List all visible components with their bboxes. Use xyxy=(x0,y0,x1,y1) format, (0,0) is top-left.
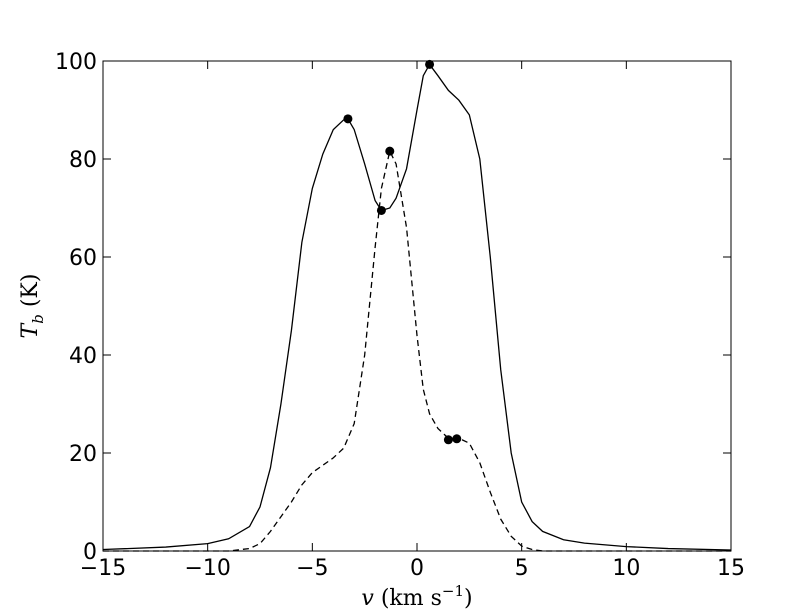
x-tick-label: −15 xyxy=(80,556,126,581)
plot-frame xyxy=(102,60,732,552)
x-tick-label: 10 xyxy=(612,556,640,581)
y-tick-label: 40 xyxy=(69,344,97,369)
peak-marker xyxy=(385,146,395,156)
peak-marker xyxy=(376,205,386,215)
y-tick-label: 60 xyxy=(69,246,97,271)
peak-marker xyxy=(343,114,353,124)
y-axis-label: Tb (K) xyxy=(18,274,47,339)
y-tick-label: 20 xyxy=(69,442,97,467)
y-label-var: T xyxy=(18,321,43,338)
y-tick-label: 100 xyxy=(55,50,97,75)
x-label-var: v xyxy=(361,586,374,611)
x-tick-label: 5 xyxy=(515,556,529,581)
x-label-close: ) xyxy=(464,586,473,611)
x-axis-label: v (km s−1) xyxy=(361,582,472,611)
x-tick-label: −5 xyxy=(296,556,328,581)
data-line xyxy=(102,63,732,551)
y-tick-label: 0 xyxy=(83,540,97,565)
peak-marker xyxy=(443,435,453,445)
x-tick-label: −10 xyxy=(184,556,230,581)
x-tick-label: 15 xyxy=(717,556,745,581)
data-line xyxy=(103,149,731,552)
y-tick-label: 80 xyxy=(69,148,97,173)
peak-marker xyxy=(425,59,435,69)
y-label-sub: b xyxy=(29,314,47,324)
x-label-unit: (km s xyxy=(374,586,442,611)
x-tick-label: 0 xyxy=(410,556,424,581)
y-label-unit: (K) xyxy=(18,274,43,315)
peak-marker xyxy=(452,434,462,444)
x-label-exp: −1 xyxy=(442,582,464,600)
